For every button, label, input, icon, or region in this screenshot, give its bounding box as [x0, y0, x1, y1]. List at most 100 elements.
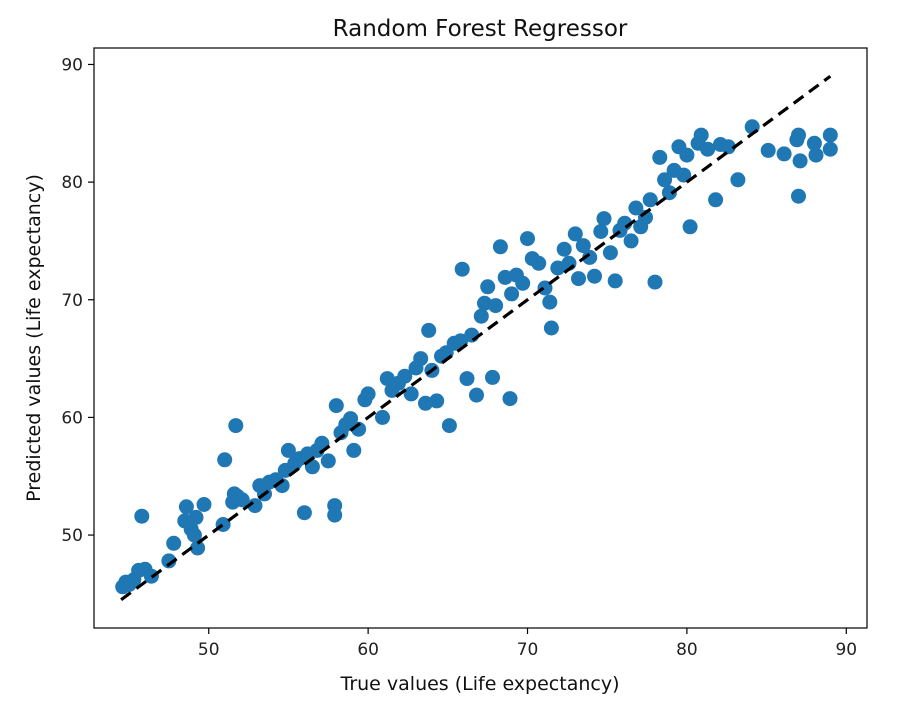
data-point	[188, 509, 204, 525]
data-point	[596, 211, 612, 227]
data-point	[459, 371, 475, 387]
x-tick-label: 50	[198, 640, 220, 660]
data-point	[229, 488, 245, 504]
data-point	[531, 255, 547, 271]
data-point	[571, 271, 586, 287]
y-tick-label: 50	[61, 526, 83, 546]
y-axis-label: Predicted values (Life expectancy)	[23, 174, 45, 502]
data-point	[504, 286, 520, 302]
data-point	[421, 322, 437, 338]
x-tick-label: 70	[517, 640, 539, 660]
data-point	[343, 411, 359, 427]
data-point	[822, 141, 838, 157]
x-axis-label: True values (Life expectancy)	[340, 673, 620, 695]
data-point	[682, 219, 698, 235]
data-point	[556, 241, 572, 257]
y-axis-ticks: 50 60 70 80 90	[61, 55, 94, 546]
data-point	[700, 141, 716, 157]
chart-title: Random Forest Regressor	[333, 16, 628, 42]
data-point	[429, 393, 445, 409]
data-point	[537, 280, 553, 296]
data-point	[792, 153, 808, 169]
data-point	[647, 274, 663, 290]
data-point	[760, 142, 776, 158]
y-tick-label: 90	[61, 55, 83, 75]
data-point	[642, 192, 658, 208]
data-point	[720, 139, 736, 155]
data-point	[473, 308, 489, 324]
data-point	[488, 298, 504, 314]
x-tick-label: 80	[676, 640, 698, 660]
data-point	[480, 279, 496, 295]
data-point	[679, 147, 695, 163]
data-point	[492, 239, 508, 255]
x-axis-ticks: 50 60 70 80 90	[198, 628, 857, 660]
data-point	[791, 188, 806, 204]
reference-line-group	[120, 74, 832, 602]
x-tick-label: 90	[835, 640, 857, 660]
identity-reference-line	[120, 74, 832, 602]
data-point	[806, 135, 822, 151]
data-point	[320, 453, 336, 469]
data-point	[328, 398, 344, 414]
data-point	[346, 442, 362, 458]
y-tick-label: 60	[61, 408, 83, 428]
data-point	[485, 369, 500, 385]
data-point	[543, 320, 559, 336]
data-point	[403, 386, 419, 402]
data-point	[623, 233, 639, 249]
data-point	[454, 261, 470, 277]
data-point	[607, 273, 623, 289]
data-point	[497, 269, 513, 285]
data-point	[418, 395, 433, 411]
data-point	[791, 127, 806, 143]
data-point	[134, 508, 150, 524]
plot-area	[93, 47, 868, 629]
scatter-points	[115, 119, 838, 595]
data-point	[776, 146, 792, 162]
data-point	[602, 245, 618, 261]
data-point	[693, 127, 709, 143]
data-point	[190, 540, 206, 556]
data-point	[582, 249, 598, 265]
data-point	[413, 351, 429, 367]
data-point	[196, 497, 212, 512]
data-point	[217, 452, 233, 468]
data-point	[515, 275, 531, 291]
data-point	[375, 409, 390, 425]
data-point	[502, 391, 518, 407]
data-point	[550, 260, 566, 276]
data-point	[593, 224, 609, 239]
data-point	[280, 442, 296, 458]
data-point	[228, 418, 244, 434]
data-point	[708, 192, 724, 208]
data-point	[397, 368, 413, 384]
data-point	[652, 149, 668, 165]
data-point	[661, 185, 677, 201]
data-point	[567, 226, 583, 242]
data-point	[542, 294, 558, 310]
data-point	[587, 268, 602, 284]
data-point	[730, 172, 746, 188]
data-point	[808, 147, 824, 163]
data-point	[441, 418, 457, 434]
data-point	[628, 200, 644, 216]
y-tick-label: 70	[61, 291, 83, 311]
data-point	[469, 387, 484, 403]
data-point	[327, 498, 343, 514]
data-point	[166, 535, 182, 551]
data-point	[161, 553, 177, 569]
data-point	[520, 231, 535, 247]
data-point	[178, 499, 194, 515]
data-point	[296, 505, 312, 521]
data-point	[676, 167, 692, 183]
data-point	[657, 172, 673, 188]
data-point	[464, 327, 480, 343]
data-point	[822, 127, 838, 143]
data-point	[186, 527, 202, 543]
x-tick-label: 60	[357, 640, 379, 660]
y-tick-label: 80	[61, 173, 83, 193]
data-point	[575, 238, 591, 254]
data-point	[360, 386, 376, 402]
